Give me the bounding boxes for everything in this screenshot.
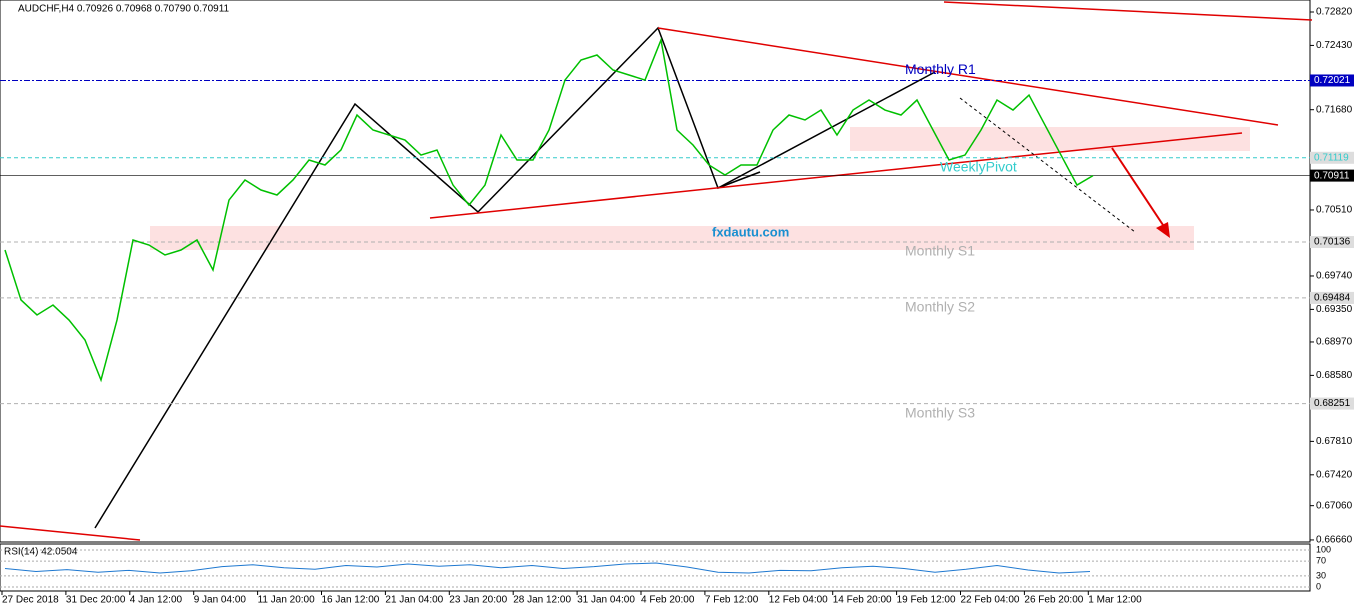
price-label: 0.70136 xyxy=(1314,237,1351,248)
x-tick-label: 28 Jan 12:00 xyxy=(513,595,571,606)
price-label: 0.69484 xyxy=(1314,293,1351,304)
x-tick-label: 31 Jan 04:00 xyxy=(577,595,635,606)
y-tick-label: 0.67060 xyxy=(1316,500,1353,511)
price-box xyxy=(1310,74,1354,87)
trend-line xyxy=(657,27,1279,126)
level-name: Monthly S3 xyxy=(905,404,975,420)
x-tick-label: 27 Dec 2018 xyxy=(2,595,59,606)
x-tick-label: 1 Mar 12:00 xyxy=(1088,595,1142,606)
price-label: 0.71119 xyxy=(1314,152,1349,163)
wave-line xyxy=(717,171,761,189)
rsi-title: RSI(14) 42.0504 xyxy=(4,547,78,558)
x-tick-label: 14 Feb 20:00 xyxy=(833,595,892,606)
price-label: 0.70911 xyxy=(1314,170,1350,181)
price-box xyxy=(1310,169,1354,182)
level-name: WeeklyPivot xyxy=(940,158,1017,174)
y-tick-label: 0.67420 xyxy=(1316,469,1353,480)
price-label: 0.72021 xyxy=(1314,75,1351,86)
rsi-line xyxy=(4,562,1091,574)
y-tick-label: 0.68970 xyxy=(1316,337,1353,348)
x-tick-label: 11 Jan 20:00 xyxy=(258,595,316,606)
price-box xyxy=(1310,236,1354,249)
x-tick-label: 31 Dec 20:00 xyxy=(66,595,126,606)
rsi-tick-label: 30 xyxy=(1316,570,1326,580)
level-name: Monthly S1 xyxy=(905,243,975,259)
x-tick-label: 7 Feb 12:00 xyxy=(705,595,759,606)
x-tick-label: 4 Feb 20:00 xyxy=(641,595,695,606)
trend-line xyxy=(943,1,1313,21)
main-panel xyxy=(0,0,1311,543)
level-name: Monthly R1 xyxy=(905,61,976,77)
y-tick-label: 0.66660 xyxy=(1316,535,1353,546)
trend-line xyxy=(0,525,141,541)
zone xyxy=(150,226,1194,250)
y-tick-label: 0.72430 xyxy=(1316,40,1353,51)
arrow-head xyxy=(1156,222,1170,238)
x-tick-label: 26 Feb 20:00 xyxy=(1024,595,1083,606)
dashed-line xyxy=(959,97,1136,233)
price-label: 0.68251 xyxy=(1314,398,1351,409)
rsi-tick-label: 100 xyxy=(1316,544,1331,554)
x-tick-label: 19 Feb 12:00 xyxy=(897,595,956,606)
y-tick-label: 0.69740 xyxy=(1316,271,1353,282)
level-name: Monthly S2 xyxy=(905,299,975,315)
wave-line xyxy=(94,26,936,529)
price-box xyxy=(1310,291,1354,304)
arrow xyxy=(1111,147,1166,229)
price-line xyxy=(4,37,1094,383)
x-tick-label: 22 Feb 04:00 xyxy=(961,595,1020,606)
y-tick-label: 0.70510 xyxy=(1316,205,1353,216)
y-tick-label: 0.72820 xyxy=(1316,7,1353,18)
x-tick-label: 12 Feb 04:00 xyxy=(769,595,828,606)
x-tick-label: 16 Jan 12:00 xyxy=(322,595,380,606)
y-tick-label: 0.71680 xyxy=(1316,104,1353,115)
y-tick-label: 0.67810 xyxy=(1316,436,1353,447)
drawings xyxy=(0,1,1313,541)
rsi-tick-label: 0 xyxy=(1316,581,1321,591)
rsi-panel xyxy=(0,543,1311,592)
x-tick-label: 23 Jan 20:00 xyxy=(449,595,507,606)
y-tick-label: 0.68580 xyxy=(1316,370,1353,381)
x-tick-label: 21 Jan 04:00 xyxy=(385,595,443,606)
price-box xyxy=(1310,151,1354,164)
rsi-tick-label: 70 xyxy=(1316,555,1326,565)
watermark: fxdautu.com xyxy=(712,224,789,239)
x-tick-label: 9 Jan 04:00 xyxy=(194,595,247,606)
y-tick-label: 0.69350 xyxy=(1316,304,1353,315)
price-box xyxy=(1310,397,1354,410)
symbol-header: AUDCHF,H4 0.70926 0.70968 0.70790 0.7091… xyxy=(18,4,230,15)
x-tick-label: 4 Jan 12:00 xyxy=(130,595,183,606)
